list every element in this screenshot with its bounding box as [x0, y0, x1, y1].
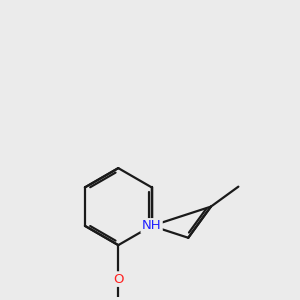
Text: O: O — [113, 273, 124, 286]
Text: NH: NH — [142, 219, 161, 232]
